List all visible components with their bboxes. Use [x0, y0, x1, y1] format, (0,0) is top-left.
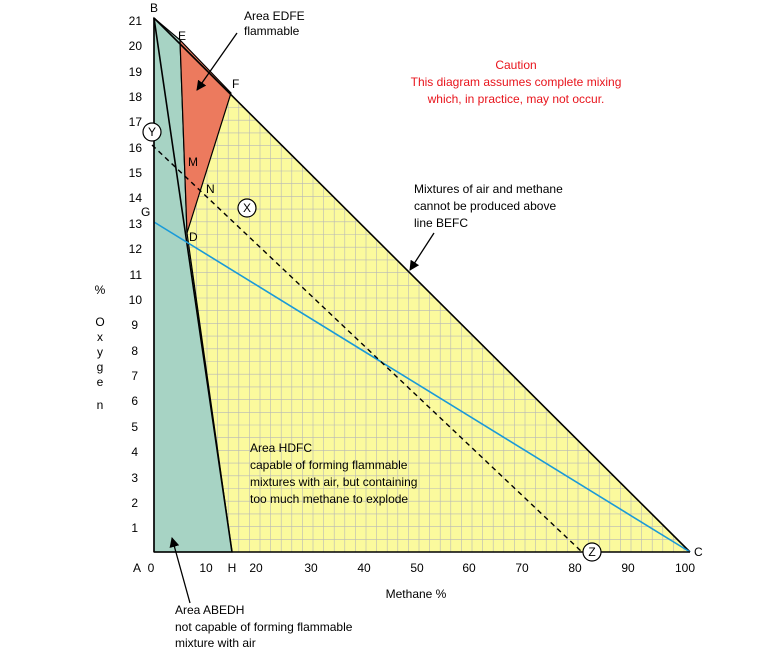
x-tick-label: 90: [621, 561, 635, 575]
y-axis-label-char: g: [97, 360, 104, 374]
annotation-abedh: Area ABEDH not capable of forming flamma…: [175, 603, 353, 650]
origin-letter: A: [133, 561, 141, 575]
y-tick-label: 19: [129, 65, 143, 79]
point-label-g: G: [141, 205, 150, 219]
x-tick-label: 30: [304, 561, 318, 575]
y-tick-label: 6: [131, 394, 138, 408]
y-ticks: 1 2 3 4 5 6 7 8 9 10 11 12 13 14 15 16 1…: [129, 14, 143, 535]
line-bh: [153, 17, 233, 553]
point-label-m: M: [188, 155, 198, 169]
origin-zero: 0: [148, 561, 155, 575]
line-gc-blue: [153, 221, 691, 553]
x-tick-label: 60: [462, 561, 476, 575]
x-axis-label: Methane %: [386, 587, 447, 601]
x-tick-label: 40: [357, 561, 371, 575]
y-tick-label: 10: [129, 293, 143, 307]
marker-y: Y: [142, 122, 162, 142]
point-label-b: B: [150, 1, 158, 15]
caution-line: which, in practice, may not occur.: [427, 92, 605, 106]
y-axis-label: % O x y g e n: [95, 283, 106, 412]
annotation-line: cannot be produced above: [414, 199, 556, 213]
y-axis-label-char: %: [95, 283, 106, 297]
annotation-line: flammable: [244, 24, 300, 38]
y-tick-label: 15: [129, 166, 143, 180]
annotation-edfe: Area EDFE flammable: [244, 9, 305, 38]
region-edfe-red: [179, 38, 232, 234]
annotation-line: capable of forming flammable: [250, 458, 408, 472]
x-tick-label: 20: [249, 561, 263, 575]
y-tick-label: 14: [129, 191, 143, 205]
marker-x: X: [237, 198, 257, 218]
y-tick-label: 20: [129, 39, 143, 53]
y-tick-label: 9: [131, 318, 138, 332]
marker-z: Z: [582, 542, 602, 562]
y-axis-label-char: e: [97, 375, 104, 389]
point-label-h: H: [228, 561, 237, 575]
point-label-e: E: [178, 29, 186, 43]
y-tick-label: 18: [129, 90, 143, 104]
arrow-abedh: [169, 537, 191, 604]
y-tick-label: 2: [131, 496, 138, 510]
x-tick-label: 50: [410, 561, 424, 575]
point-label-n: N: [206, 182, 215, 196]
y-axis-label-char: O: [95, 315, 104, 329]
x-ticks: A 0 10 H 20 30 40 50 60 70 80 90 100: [133, 561, 695, 575]
annotation-line: not capable of forming flammable: [175, 620, 353, 634]
x-tick-label: 80: [568, 561, 582, 575]
x-tick-label: 10: [199, 561, 213, 575]
point-label-d: D: [189, 230, 198, 244]
y-tick-label: 5: [131, 420, 138, 434]
y-tick-label: 7: [131, 369, 138, 383]
x-tick-label: 100: [675, 561, 695, 575]
y-axis-label-char: y: [97, 345, 103, 359]
y-tick-label: 3: [131, 471, 138, 485]
y-tick-label: 21: [129, 14, 143, 28]
annotation-hdfc: Area HDFC capable of forming flammable m…: [250, 441, 417, 506]
y-tick-label: 11: [130, 268, 143, 282]
x-tick-label: 70: [515, 561, 529, 575]
point-label-f: F: [232, 77, 239, 91]
annotation-line: mixture with air: [175, 636, 256, 650]
y-tick-label: 13: [129, 217, 143, 231]
y-axis-label-char: n: [97, 398, 104, 412]
point-label-z: Z: [588, 545, 595, 559]
annotation-line: Area EDFE: [244, 9, 305, 23]
annotation-caution: Caution This diagram assumes complete mi…: [411, 58, 622, 106]
caution-title: Caution: [495, 58, 536, 72]
annotation-line: Area ABEDH: [175, 603, 244, 617]
point-label-x: X: [243, 201, 251, 215]
arrow-befc: [409, 232, 435, 271]
annotation-line: Mixtures of air and methane: [414, 182, 563, 196]
y-tick-label: 17: [129, 115, 143, 129]
y-axis-label-char: x: [97, 330, 103, 344]
caution-line: This diagram assumes complete mixing: [411, 75, 622, 89]
y-tick-label: 1: [131, 521, 138, 535]
annotation-line: Area HDFC: [250, 441, 312, 455]
y-tick-label: 12: [129, 242, 143, 256]
y-tick-label: 16: [129, 141, 143, 155]
arrow-edfe: [196, 32, 238, 91]
point-label-c: C: [694, 545, 703, 559]
y-tick-label: 8: [131, 344, 138, 358]
annotation-line: too much methane to explode: [250, 492, 408, 506]
point-label-y: Y: [148, 125, 156, 139]
annotation-line: mixtures with air, but containing: [250, 475, 417, 489]
annotation-line: line BEFC: [414, 216, 468, 230]
line-bc: [153, 17, 691, 553]
y-tick-label: 4: [131, 445, 138, 459]
annotation-befc: Mixtures of air and methane cannot be pr…: [414, 182, 563, 230]
